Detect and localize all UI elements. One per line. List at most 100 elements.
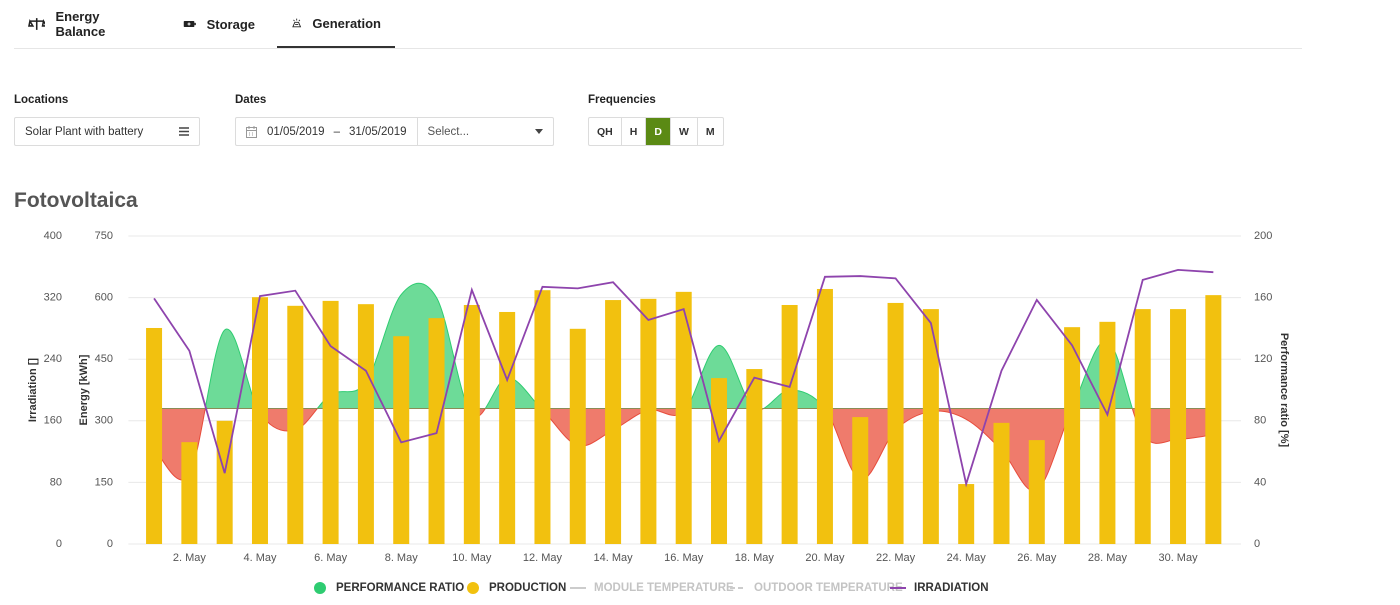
frequency-button[interactable]: H bbox=[622, 118, 647, 145]
select-placeholder: Select... bbox=[427, 125, 470, 138]
bar bbox=[322, 300, 339, 544]
bar bbox=[463, 304, 480, 544]
date-to: 31/05/2019 bbox=[348, 125, 407, 138]
axis-title: Energy [kWh] bbox=[78, 354, 90, 425]
axis-title: Irradiation [] bbox=[27, 358, 39, 423]
bar bbox=[287, 305, 304, 544]
x-tick-label: 26. May bbox=[1017, 552, 1057, 564]
tab[interactable]: Energy Balance bbox=[14, 0, 164, 48]
x-tick-label: 24. May bbox=[947, 552, 987, 564]
menu-icon bbox=[179, 127, 189, 136]
bar bbox=[1205, 295, 1222, 544]
bar bbox=[711, 378, 728, 544]
bar bbox=[499, 311, 516, 544]
bar bbox=[357, 304, 374, 544]
bar bbox=[569, 328, 586, 544]
y-tick-label: 300 bbox=[95, 415, 113, 427]
bar bbox=[146, 327, 163, 544]
y2-tick-label: 160 bbox=[1254, 292, 1272, 304]
legend-swatch bbox=[467, 582, 479, 594]
x-tick-label: 18. May bbox=[735, 552, 775, 564]
legend-text: MODULE TEMPERATURE bbox=[594, 582, 734, 594]
bar bbox=[958, 484, 975, 544]
location-select[interactable]: Solar Plant with battery bbox=[14, 117, 200, 146]
bar bbox=[993, 422, 1010, 544]
legend-swatch bbox=[314, 582, 326, 594]
bar bbox=[746, 369, 763, 544]
y2-tick-label: 80 bbox=[1254, 415, 1266, 427]
bar bbox=[1170, 309, 1187, 544]
bar bbox=[1099, 321, 1116, 544]
x-tick-label: 14. May bbox=[594, 552, 634, 564]
caret bbox=[535, 129, 543, 134]
frequency-button[interactable]: D bbox=[646, 118, 671, 145]
filter-label: Dates bbox=[235, 94, 267, 106]
y-tick-label: 150 bbox=[95, 476, 113, 488]
x-tick-label: 22. May bbox=[876, 552, 916, 564]
icon bbox=[28, 18, 46, 30]
y2-tick-label: 200 bbox=[1254, 230, 1272, 242]
frequency-button[interactable]: QH bbox=[589, 118, 622, 145]
bar bbox=[640, 298, 657, 544]
legend-text: IRRADIATION bbox=[914, 582, 989, 594]
bar bbox=[1064, 327, 1081, 544]
tab[interactable]: Storage bbox=[169, 0, 269, 48]
y3-tick-label: 80 bbox=[50, 476, 62, 488]
y3-tick-label: 240 bbox=[44, 353, 62, 365]
x-tick-label: 2. May bbox=[173, 552, 207, 564]
calendar-icon bbox=[246, 125, 257, 138]
x-tick-label: 6. May bbox=[314, 552, 348, 564]
y-tick-label: 600 bbox=[95, 292, 113, 304]
legend-text: OUTDOOR TEMPERATURE bbox=[754, 582, 903, 594]
bar bbox=[605, 300, 622, 544]
bar bbox=[852, 417, 869, 544]
y3-tick-label: 160 bbox=[44, 415, 62, 427]
bar bbox=[216, 420, 233, 544]
axis-title: Performance ratio [%] bbox=[1278, 333, 1290, 448]
bar bbox=[781, 304, 798, 544]
frequency-button[interactable]: M bbox=[705, 125, 715, 138]
x-tick-label: 28. May bbox=[1088, 552, 1128, 564]
date-separator: – bbox=[333, 125, 340, 138]
y-tick-label: 450 bbox=[95, 353, 113, 365]
bar bbox=[1028, 440, 1045, 544]
bar bbox=[887, 302, 904, 544]
chart-title: Fotovoltaica bbox=[14, 189, 138, 212]
icon bbox=[183, 20, 196, 28]
filter-label: Locations bbox=[14, 94, 69, 106]
x-tick-label: 8. May bbox=[385, 552, 419, 564]
icon bbox=[292, 18, 302, 28]
x-tick-label: 20. May bbox=[805, 552, 845, 564]
select-value: Solar Plant with battery bbox=[25, 125, 144, 138]
legend-text: PRODUCTION bbox=[489, 582, 566, 594]
y-tick-label: 0 bbox=[107, 538, 113, 550]
tab[interactable]: Generation bbox=[277, 0, 395, 48]
tab-label: Energy Balance bbox=[55, 9, 106, 39]
bar bbox=[1134, 309, 1151, 544]
y3-tick-label: 0 bbox=[56, 538, 62, 550]
y2-tick-label: 120 bbox=[1254, 353, 1272, 365]
y3-tick-label: 400 bbox=[44, 230, 62, 242]
x-tick-label: 30. May bbox=[1158, 552, 1198, 564]
date-range[interactable]: 01/05/2019 – 31/05/2019 Select... bbox=[235, 117, 554, 146]
x-tick-label: 10. May bbox=[452, 552, 492, 564]
frequency-group: QH H D W M bbox=[588, 117, 724, 146]
tab-bar: Energy Balance Storage Generation bbox=[14, 0, 1302, 49]
y2-tick-label: 40 bbox=[1254, 476, 1266, 488]
tab-label: Storage bbox=[206, 16, 255, 32]
date-from: 01/05/2019 bbox=[267, 125, 325, 138]
bar bbox=[534, 290, 551, 544]
bar bbox=[393, 336, 410, 544]
bar bbox=[675, 291, 692, 544]
y2-tick-label: 0 bbox=[1254, 538, 1260, 550]
bar bbox=[922, 309, 939, 544]
x-tick-label: 4. May bbox=[243, 552, 277, 564]
legend-text: PERFORMANCE RATIO bbox=[336, 582, 464, 594]
frequency-button[interactable]: W bbox=[671, 118, 698, 145]
line bbox=[153, 268, 1214, 488]
x-tick-label: 16. May bbox=[664, 552, 704, 564]
filter-label: Frequencies bbox=[588, 94, 656, 106]
period-select[interactable]: Select... bbox=[416, 118, 553, 145]
